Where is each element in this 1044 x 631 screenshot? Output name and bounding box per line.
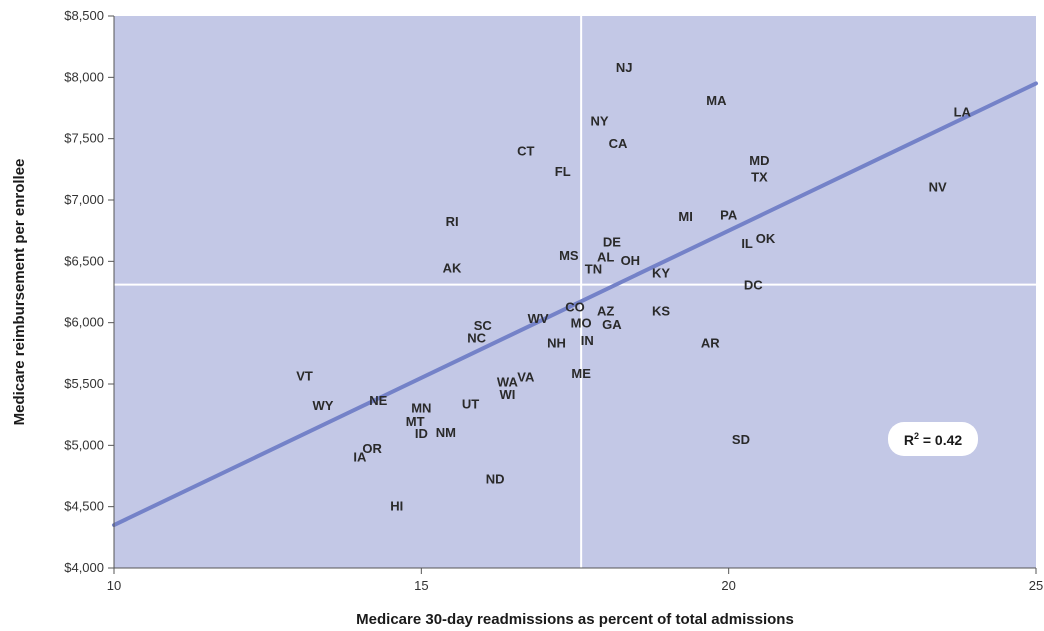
data-point-mn: MN bbox=[411, 400, 431, 415]
axes: $4,000 $4,500 $5,000 $5,500 $6,000 $6,500 $7,0… bbox=[64, 8, 1043, 593]
data-point-nm: NM bbox=[436, 425, 456, 440]
data-point-de: DE bbox=[603, 235, 621, 250]
y-tick-label: $7,500 bbox=[64, 131, 104, 146]
x-tick-label: 25 bbox=[1029, 578, 1043, 593]
data-point-me: ME bbox=[571, 366, 591, 381]
data-point-ny: NY bbox=[591, 113, 609, 128]
r-squared-r: R bbox=[904, 432, 914, 448]
r-squared-value: = 0.42 bbox=[919, 432, 962, 448]
data-point-tx: TX bbox=[751, 170, 768, 185]
data-point-mt: MT bbox=[406, 414, 425, 429]
data-point-mo: MO bbox=[571, 316, 592, 331]
data-point-nc: NC bbox=[467, 330, 486, 345]
data-point-ok: OK bbox=[756, 231, 776, 246]
data-point-ma: MA bbox=[706, 93, 727, 108]
y-tick-label: $4,000 bbox=[64, 560, 104, 575]
reference-lines bbox=[114, 16, 1036, 568]
data-point-ky: KY bbox=[652, 265, 670, 280]
data-point-md: MD bbox=[749, 153, 769, 168]
data-point-pa: PA bbox=[720, 208, 738, 223]
data-point-wy: WY bbox=[313, 398, 334, 413]
data-point-ct: CT bbox=[517, 143, 534, 158]
data-point-ga: GA bbox=[602, 317, 622, 332]
data-point-ri: RI bbox=[446, 214, 459, 229]
data-point-al: AL bbox=[597, 249, 614, 264]
y-tick-label: $5,000 bbox=[64, 437, 104, 452]
data-point-ks: KS bbox=[652, 303, 670, 318]
data-point-nj: NJ bbox=[616, 60, 633, 75]
data-point-ar: AR bbox=[701, 335, 720, 350]
data-point-nh: NH bbox=[547, 335, 566, 350]
y-tick-label: $6,500 bbox=[64, 253, 104, 268]
x-axis-title: Medicare 30-day readmissions as percent … bbox=[356, 611, 794, 628]
data-point-oh: OH bbox=[621, 253, 641, 268]
data-point-vt: VT bbox=[296, 368, 313, 383]
r-squared-label: R2 = 0.42 bbox=[904, 431, 963, 448]
data-point-ut: UT bbox=[462, 397, 479, 412]
y-tick-label: $5,500 bbox=[64, 376, 104, 391]
data-point-sd: SD bbox=[732, 432, 750, 447]
data-point-hi: HI bbox=[390, 498, 403, 513]
y-tick-label: $8,500 bbox=[64, 8, 104, 23]
y-axis-title: Medicare reimbursement per enrollee bbox=[11, 159, 28, 426]
x-tick-label: 20 bbox=[721, 578, 735, 593]
data-point-dc: DC bbox=[744, 278, 763, 293]
y-tick-label: $7,000 bbox=[64, 192, 104, 207]
data-point-il: IL bbox=[741, 236, 753, 251]
data-point-la: LA bbox=[954, 105, 972, 120]
data-point-tn: TN bbox=[585, 262, 602, 277]
r-squared-annotation: R2 = 0.42 bbox=[888, 422, 978, 456]
data-point-nv: NV bbox=[929, 180, 947, 195]
y-tick-label: $8,000 bbox=[64, 69, 104, 84]
data-point-ms: MS bbox=[559, 248, 579, 263]
plot-area bbox=[114, 16, 1036, 568]
data-point-wv: WV bbox=[528, 311, 549, 326]
data-point-in: IN bbox=[581, 333, 594, 348]
data-point-nd: ND bbox=[486, 471, 505, 486]
data-point-mi: MI bbox=[678, 209, 692, 224]
trendline bbox=[112, 81, 1038, 528]
x-tick-label: 10 bbox=[107, 578, 121, 593]
x-tick-label: 15 bbox=[414, 578, 428, 593]
data-point-sc: SC bbox=[474, 318, 493, 333]
y-tick-label: $4,500 bbox=[64, 499, 104, 514]
data-point-id: ID bbox=[415, 426, 428, 441]
data-point-or: OR bbox=[362, 441, 382, 456]
data-point-wa: WA bbox=[497, 375, 519, 390]
data-point-va: VA bbox=[517, 370, 535, 385]
data-point-az: AZ bbox=[597, 303, 614, 318]
y-tick-label: $6,000 bbox=[64, 315, 104, 330]
data-point-ia: IA bbox=[353, 449, 367, 464]
data-point-wi: WI bbox=[499, 387, 515, 402]
data-point-ne: NE bbox=[369, 393, 387, 408]
data-point-fl: FL bbox=[555, 164, 571, 179]
data-point-co: CO bbox=[565, 300, 585, 315]
r-squared-badge bbox=[888, 422, 978, 456]
data-point-ca: CA bbox=[609, 136, 628, 151]
data-point-ak: AK bbox=[443, 260, 462, 275]
r-squared-superscript: 2 bbox=[914, 431, 919, 441]
